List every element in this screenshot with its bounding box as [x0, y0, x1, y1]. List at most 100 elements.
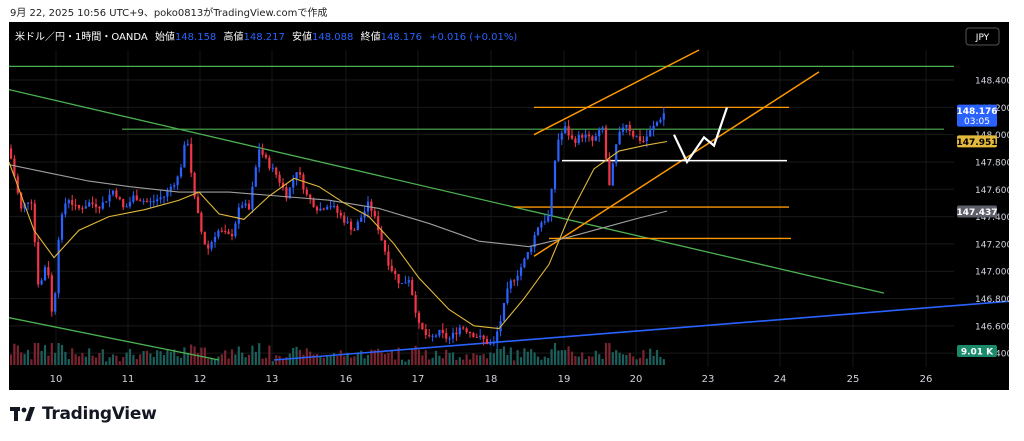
last-price-tag-label: 148.176: [957, 107, 998, 117]
currency-button[interactable]: JPY: [965, 27, 1000, 46]
candle-body: [162, 196, 166, 198]
candle-body: [88, 202, 91, 207]
candle-body: [523, 258, 526, 268]
volume-bar: [380, 352, 383, 365]
candle-body: [560, 133, 563, 140]
candle-body: [329, 206, 332, 208]
candle-body: [13, 158, 16, 177]
volume-bar: [237, 346, 240, 365]
candle-body: [261, 149, 264, 155]
candle-body: [115, 190, 118, 198]
volume-bar: [176, 356, 179, 365]
orange-channel-lower: [533, 71, 820, 257]
volume-bar: [584, 359, 587, 365]
candle-body: [557, 139, 560, 161]
price-tick-label: 146.600: [975, 322, 1009, 332]
candle-body: [152, 201, 155, 203]
volume-bars: [9, 343, 665, 365]
volume-bar: [241, 352, 244, 365]
candle-body: [472, 333, 475, 337]
volume-bar: [428, 359, 431, 365]
candle-body: [169, 186, 172, 191]
candle-body: [285, 187, 288, 199]
candle-body: [598, 130, 601, 137]
volume-bar: [349, 357, 353, 365]
last-price-tag-countdown: 03:05: [964, 117, 990, 127]
volume-bar: [465, 354, 468, 365]
candle-body: [428, 335, 431, 337]
volume-bar: [608, 343, 611, 365]
volume-bar: [183, 347, 186, 365]
candle-body: [577, 135, 580, 144]
volume-bar: [604, 343, 608, 365]
candle-body: [64, 203, 67, 215]
tradingview-logo[interactable]: TradingView: [10, 404, 157, 424]
price-tick-label: 147.200: [975, 240, 1009, 250]
volume-bar: [315, 354, 319, 365]
candle-body: [652, 125, 655, 131]
candle-body: [326, 206, 329, 210]
volume-bar: [621, 354, 625, 365]
volume-bar: [550, 349, 553, 365]
candle-body: [71, 200, 74, 205]
volume-bar: [618, 352, 621, 365]
volume-bar: [281, 358, 285, 365]
candles: [9, 107, 665, 349]
open-label: 始値: [155, 30, 175, 43]
volume-bar: [547, 357, 550, 365]
volume-bar: [84, 356, 87, 365]
volume-bar: [615, 350, 618, 365]
candle-body: [468, 332, 472, 334]
volume-bar: [570, 351, 574, 365]
volume-bar: [404, 361, 407, 365]
time-tick-label: 25: [847, 374, 860, 385]
volume-bar: [574, 355, 577, 365]
candle-body: [441, 329, 444, 334]
candle-body: [451, 332, 455, 339]
candle-body: [519, 267, 523, 276]
time-tick-label: 23: [702, 374, 715, 385]
candle-body: [101, 202, 104, 209]
volume-bar: [33, 343, 36, 365]
volume-bar: [366, 354, 370, 365]
candle-body: [128, 201, 132, 207]
volume-bar: [458, 357, 461, 365]
volume-bar: [108, 357, 111, 365]
candle-body: [584, 134, 587, 138]
candle-body: [353, 229, 356, 231]
candle-body: [149, 201, 152, 203]
candle-body: [125, 206, 128, 208]
candle-body: [424, 329, 427, 336]
candle-body: [176, 176, 179, 186]
chart-panel[interactable]: 148.400148.200148.000147.800147.600147.4…: [9, 22, 1009, 390]
close-value: 148.176: [381, 32, 422, 43]
orange-channel-upper: [533, 49, 700, 136]
volume-bar: [632, 356, 635, 365]
volume-bar: [319, 356, 322, 365]
price-chart[interactable]: 148.400148.200148.000147.800147.600147.4…: [9, 22, 1009, 390]
candle-body: [275, 167, 278, 175]
candle-body: [54, 293, 57, 312]
candle-body: [292, 179, 295, 188]
candle-body: [111, 190, 115, 195]
volume-bar: [309, 351, 312, 365]
candle-body: [506, 288, 509, 303]
candle-body: [536, 227, 540, 236]
candle-body: [20, 192, 23, 209]
volume-bar: [431, 357, 434, 365]
volume-bar: [40, 350, 43, 365]
candle-body: [343, 215, 346, 223]
volume-bar: [285, 357, 288, 365]
candle-body: [574, 138, 577, 144]
candle-body: [513, 280, 516, 282]
volume-bar: [57, 343, 60, 365]
volume-bar: [509, 347, 512, 365]
candle-body: [237, 207, 240, 224]
volume-bar: [343, 356, 346, 365]
time-axis[interactable]: 10 11 12 13 16 17 18 19 20 23 24 25 26: [50, 374, 933, 385]
volume-bar: [132, 354, 135, 365]
candle-body: [207, 244, 210, 249]
volume-bar: [635, 359, 638, 365]
candle-body: [377, 216, 380, 231]
volume-bar: [322, 357, 325, 365]
